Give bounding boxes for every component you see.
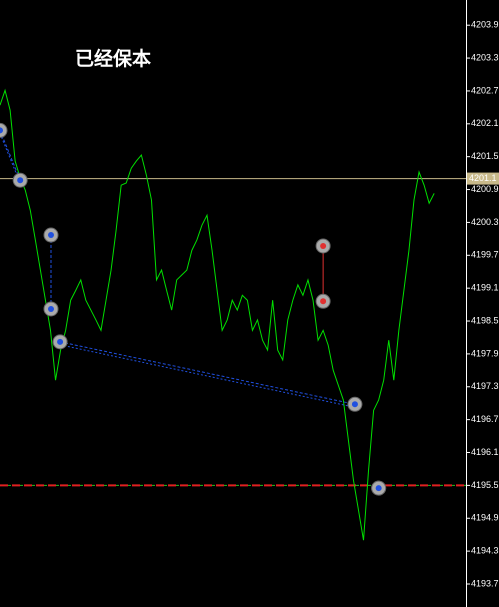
y-tick-label: 4203.9: [471, 20, 499, 30]
y-tick-label: 4200.9: [471, 184, 499, 194]
trade-line: [59, 341, 356, 405]
current-price-box: [467, 172, 499, 185]
current-price-label: 4201.1: [469, 173, 497, 183]
y-tick-label: 4199.1: [471, 283, 499, 293]
y-tick-label: 4196.1: [471, 447, 499, 457]
y-tick-label: 4203.3: [471, 52, 499, 62]
y-tick-label: 4202.1: [471, 118, 499, 128]
y-tick-label: 4200.3: [471, 217, 499, 227]
trade-marker: [0, 122, 8, 138]
y-tick-label: 4194.3: [471, 545, 499, 555]
trade-marker-dot: [57, 338, 64, 345]
y-tick-label: 4197.3: [471, 381, 499, 391]
trade-marker-dot: [17, 177, 24, 184]
y-tick-label: 4193.7: [471, 578, 499, 588]
chart-title: 已经保本: [75, 47, 151, 70]
y-tick-label: 4201.5: [471, 151, 499, 161]
trade-marker-dot: [0, 127, 3, 134]
trade-marker-dot: [375, 485, 382, 492]
trade-marker-dot: [320, 242, 327, 249]
y-tick-label: 4202.7: [471, 85, 499, 95]
y-tick-label: 4194.9: [471, 513, 499, 523]
y-tick-label: 4195.5: [471, 480, 499, 490]
y-tick-label: 4196.7: [471, 414, 499, 424]
trade-marker-dot: [320, 298, 327, 305]
trade-line: [0, 130, 21, 181]
y-tick-label: 4198.5: [471, 315, 499, 325]
trade-marker-dot: [47, 305, 54, 312]
y-tick-label: 4197.9: [471, 348, 499, 358]
trade-marker-dot: [47, 232, 54, 239]
price-line: [0, 88, 435, 541]
trade-marker-dot: [351, 401, 358, 408]
y-tick-label: 4199.7: [471, 250, 499, 260]
